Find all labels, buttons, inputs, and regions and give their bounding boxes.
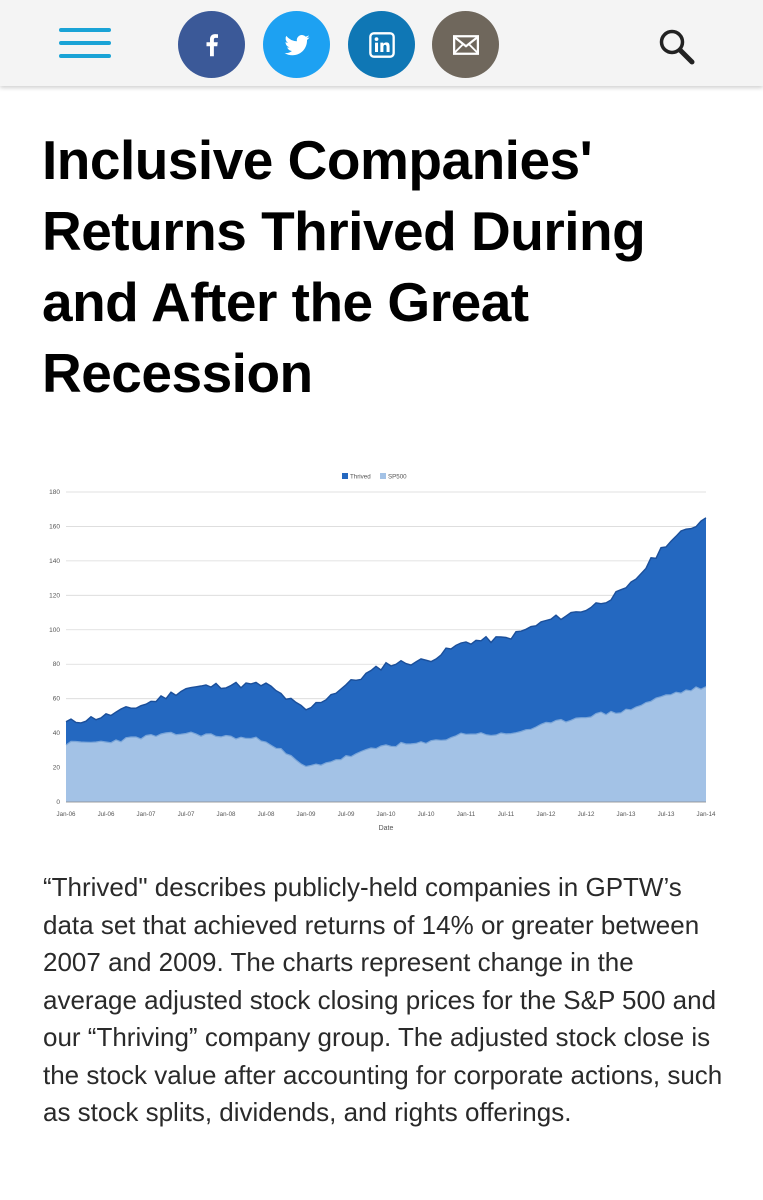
search-icon bbox=[659, 29, 695, 65]
series-thrived-line bbox=[65, 517, 707, 724]
legend-swatch bbox=[342, 473, 348, 479]
twitter-icon bbox=[284, 34, 309, 55]
linkedin-icon bbox=[368, 31, 395, 58]
y-tick-label: 100 bbox=[49, 627, 60, 634]
y-tick-label: 140 bbox=[49, 558, 60, 565]
linkedin-share-button[interactable] bbox=[348, 11, 415, 78]
search-button[interactable] bbox=[656, 26, 696, 66]
x-tick-label: Jul-13 bbox=[658, 811, 675, 818]
envelope-icon bbox=[452, 34, 479, 55]
facebook-icon bbox=[206, 33, 218, 56]
series-sp500-area bbox=[66, 686, 706, 802]
series-sp500-line bbox=[65, 686, 707, 768]
legend-swatch bbox=[380, 473, 386, 479]
top-navigation-bar bbox=[0, 0, 763, 86]
x-axis-label: Date bbox=[379, 825, 394, 832]
email-share-button[interactable] bbox=[432, 11, 499, 78]
x-tick-label: Jan-13 bbox=[617, 811, 636, 818]
y-tick-label: 20 bbox=[53, 765, 61, 772]
x-tick-label: Jan-06 bbox=[57, 811, 76, 818]
stock-area-chart: 0 20 40 60 80 100 120 140 160 180 Jan-06 Jul-06 Jan-… bbox=[49, 473, 716, 832]
x-tick-label: Jul-09 bbox=[338, 811, 355, 818]
x-tick-label: Jul-12 bbox=[578, 811, 595, 818]
y-tick-label: 40 bbox=[53, 730, 61, 737]
y-tick-label: 80 bbox=[53, 661, 61, 668]
x-tick-label: Jan-08 bbox=[217, 811, 236, 818]
twitter-share-button[interactable] bbox=[263, 11, 330, 78]
x-tick-label: Jan-10 bbox=[377, 811, 396, 818]
y-tick-label: 0 bbox=[56, 799, 60, 806]
x-tick-label: Jan-11 bbox=[457, 811, 476, 818]
y-tick-label: 180 bbox=[49, 489, 60, 496]
x-tick-label: Jan-14 bbox=[697, 811, 716, 818]
legend-label: SP500 bbox=[388, 474, 407, 481]
x-tick-label: Jul-06 bbox=[98, 811, 115, 818]
y-tick-label: 160 bbox=[49, 523, 60, 530]
x-tick-label: Jan-09 bbox=[297, 811, 316, 818]
x-tick-label: Jul-10 bbox=[418, 811, 435, 818]
article-title: Inclusive Companies' Returns Thrived Dur… bbox=[42, 129, 646, 404]
y-tick-label: 120 bbox=[49, 592, 60, 599]
x-tick-label: Jul-08 bbox=[258, 811, 275, 818]
x-tick-label: Jan-07 bbox=[137, 811, 156, 818]
x-tick-label: Jul-11 bbox=[498, 811, 515, 818]
x-tick-label: Jan-12 bbox=[537, 811, 556, 818]
y-tick-label: 60 bbox=[53, 696, 61, 703]
x-tick-label: Jul-07 bbox=[178, 811, 195, 818]
legend-label: Thrived bbox=[350, 474, 371, 481]
hamburger-menu-icon[interactable] bbox=[59, 28, 111, 60]
article-paragraph: “Thrived" describes publicly-held compan… bbox=[43, 872, 723, 1127]
facebook-share-button[interactable] bbox=[178, 11, 245, 78]
